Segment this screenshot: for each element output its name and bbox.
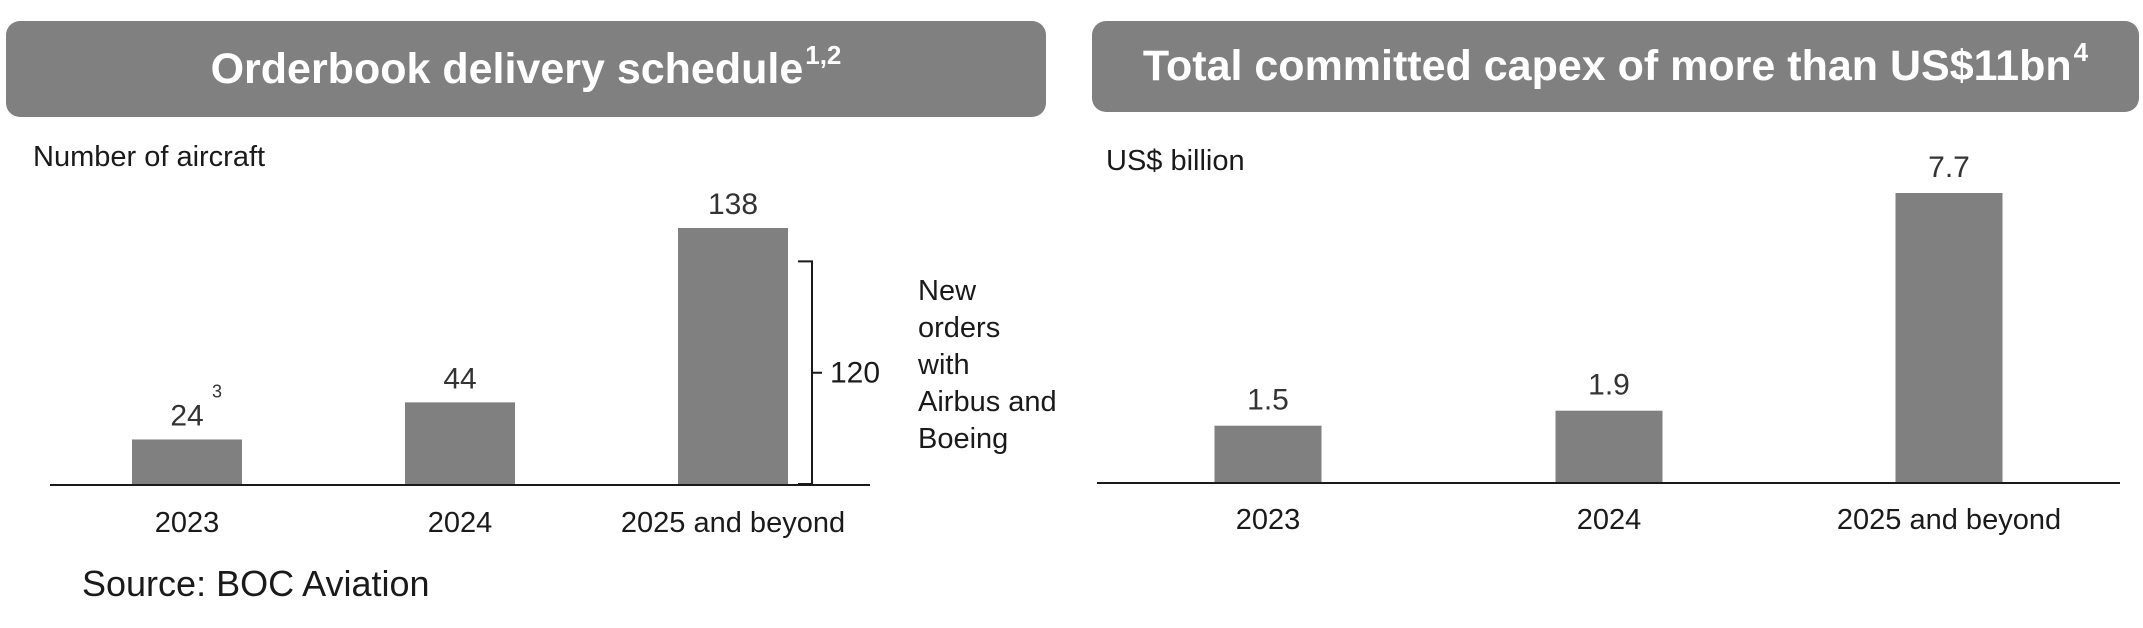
data-label-1: 1.5 (1247, 384, 1289, 417)
bar-3 (1895, 193, 2003, 482)
left-panel-title: Orderbook delivery schedule (210, 44, 804, 93)
left-panel-title-banner: Orderbook delivery schedule 1,2 (6, 21, 1046, 117)
annotation-line-4: Airbus and (918, 386, 1057, 418)
bar-3 (678, 228, 788, 484)
source-note: Source: BOC Aviation (82, 563, 430, 604)
left-panel-title-footnote: 1,2 (805, 39, 842, 70)
bar-1 (132, 439, 242, 484)
footnote-marker: 3 (212, 381, 222, 401)
y-axis-label: Number of aircraft (33, 141, 265, 173)
annotation-value: 120 (830, 357, 880, 390)
x-tick-label-1: 2023 (155, 507, 220, 539)
data-label-3: 7.7 (1928, 151, 1970, 184)
bar-1 (1214, 425, 1322, 482)
y-axis-label: US$ billion (1106, 145, 1245, 177)
annotation-bracket (798, 260, 822, 485)
data-label-1: 24 (170, 399, 203, 432)
x-tick-label-1: 2023 (1236, 504, 1301, 536)
capex-chart: US$ billion 1.5 2023 1.9 2024 7.7 2025 and bey… (1097, 145, 2120, 536)
annotation-line-1: New (918, 275, 977, 307)
right-panel-title-banner: Total committed capex of more than US$11… (1092, 21, 2139, 112)
data-label-2: 44 (443, 362, 476, 395)
x-tick-label-2: 2024 (1577, 504, 1642, 536)
x-tick-label-2: 2024 (428, 507, 493, 539)
x-tick-label-3: 2025 and beyond (621, 507, 845, 539)
annotation-line-5: Boeing (918, 423, 1008, 455)
right-panel-title: Total committed capex of more than US$11… (1142, 42, 2072, 90)
data-label-2: 1.9 (1588, 369, 1630, 402)
orderbook-chart: Number of aircraft 24 2023 44 2024 138 2025 an… (33, 141, 1057, 539)
bar-2 (1555, 410, 1663, 482)
bar-2 (405, 402, 515, 484)
annotation-line-2: orders (918, 312, 1000, 344)
annotation-description: New orders with Airbus and Boeing (917, 275, 1057, 455)
data-label-3: 138 (708, 188, 758, 221)
right-panel-title-footnote: 4 (2073, 37, 2089, 67)
annotation-line-3: with (917, 349, 970, 381)
x-tick-label-3: 2025 and beyond (1837, 504, 2061, 536)
